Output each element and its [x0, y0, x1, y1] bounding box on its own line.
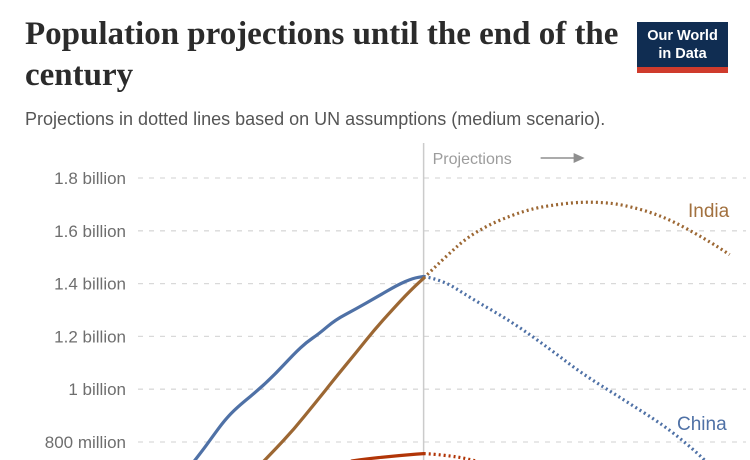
projections-arrowhead-icon [573, 153, 585, 163]
owid-logo-line2: in Data [658, 46, 707, 62]
chart-subtitle: Projections in dotted lines based on UN … [25, 109, 606, 129]
projections-label: Projections [433, 151, 512, 168]
chart-title: Population projections until the end of … [25, 16, 619, 93]
owid-logo-accent-bar [637, 67, 728, 73]
China-series-label: China [677, 414, 727, 435]
y-tick-label-2: 1.4 billion [54, 275, 126, 294]
India-projection-line [422, 200, 731, 280]
owid-logo-text: Our World in Data [637, 22, 728, 67]
series-2-projection-line [423, 452, 476, 460]
y-tick-label-1: 1.6 billion [54, 222, 126, 241]
India-historical-line [262, 276, 426, 460]
India-series-label: India [688, 201, 730, 222]
China-projection-line [423, 274, 707, 460]
y-tick-label-0: 1.8 billion [54, 169, 126, 188]
y-tick-label-5: 800 million [45, 433, 126, 452]
China-historical-line [193, 274, 426, 460]
y-tick-label-3: 1.2 billion [54, 327, 126, 346]
series-2-historical-line [350, 452, 426, 460]
owid-logo-line1: Our World [647, 28, 718, 44]
owid-logo[interactable]: Our World in Data [637, 22, 728, 73]
y-tick-label-4: 1 billion [68, 380, 126, 399]
